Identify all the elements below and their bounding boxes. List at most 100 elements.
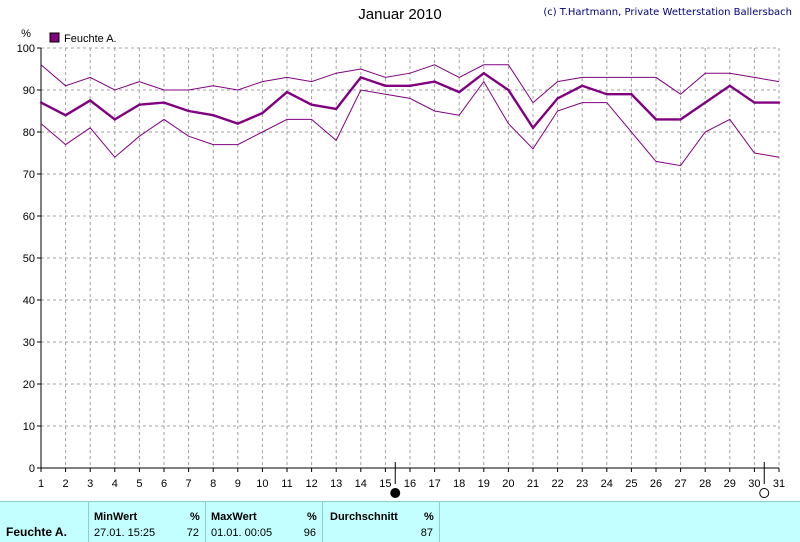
x-tick-label: 11 (281, 478, 292, 490)
x-tick-label: 25 (625, 478, 637, 490)
min-value: 72 (186, 527, 199, 539)
data-point (581, 84, 584, 88)
x-tick-label: 28 (699, 478, 711, 490)
data-point (556, 97, 559, 100)
data-point (89, 99, 92, 102)
data-point (654, 118, 658, 121)
max-header: MaxWert (211, 511, 257, 523)
stats-panel: Feuchte A. MinWert % 27.01. 15:25 72 Max… (0, 501, 800, 542)
data-point (113, 118, 117, 121)
data-point (630, 93, 633, 96)
y-tick-label: 100 (17, 43, 35, 55)
min-cell: MinWert % 27.01. 15:25 72 (89, 502, 206, 542)
x-tick-label: 30 (748, 478, 760, 490)
data-point (162, 101, 166, 104)
x-tick-label: 17 (428, 478, 440, 490)
x-tick-label: 20 (502, 478, 514, 490)
min-header: MinWert (94, 511, 138, 523)
data-point (212, 114, 215, 117)
data-point (433, 80, 436, 83)
max-value: 96 (303, 527, 316, 539)
data-point (138, 103, 141, 106)
new-moon-icon (759, 488, 770, 498)
data-point (458, 90, 461, 94)
avg-unit: % (424, 511, 434, 523)
min-unit: % (190, 511, 200, 523)
x-tick-label: 10 (256, 478, 268, 490)
chart-title: Januar 2010 (358, 6, 442, 23)
data-point (507, 88, 510, 92)
x-tick-label: 18 (453, 478, 465, 490)
credit-text: (c) T.Hartmann, Private Wetterstation Ba… (543, 7, 792, 18)
legend-label: Feuchte A. (64, 33, 117, 45)
x-tick-label: 2 (63, 478, 69, 490)
data-point (531, 126, 535, 129)
y-tick-label: 70 (23, 169, 35, 181)
x-tick-label: 16 (404, 478, 416, 490)
data-point (704, 101, 707, 104)
data-point (482, 72, 485, 75)
min-time: 27.01. 15:25 (94, 527, 156, 539)
max-unit: % (307, 511, 317, 523)
x-tick-label: 21 (527, 478, 539, 490)
data-point (310, 103, 313, 106)
x-tick-label: 22 (551, 478, 563, 490)
data-point (384, 84, 387, 88)
data-point (64, 114, 67, 117)
x-tick-label: 19 (478, 478, 490, 490)
stats-series-label: Feuchte A. (6, 525, 67, 539)
data-point (728, 84, 731, 88)
y-tick-label: 60 (23, 211, 35, 223)
x-tick-label: 8 (210, 478, 216, 490)
data-point (236, 122, 239, 125)
x-tick-label: 4 (112, 478, 118, 490)
avg-header: Durchschnitt (330, 511, 398, 523)
avg-cell: Durchschnitt % 87 (323, 502, 440, 542)
data-point (679, 118, 682, 121)
avg-value: 87 (420, 527, 433, 539)
x-tick-label: 9 (235, 478, 241, 490)
y-tick-label: 90 (23, 85, 35, 97)
data-point (335, 107, 338, 111)
y-unit-label: % (21, 28, 31, 40)
max-cell: MaxWert % 01.01. 00:05 96 (206, 502, 323, 542)
x-tick-label: 5 (136, 478, 142, 490)
y-tick-label: 80 (23, 127, 35, 139)
y-tick-label: 40 (23, 295, 35, 307)
data-point (261, 111, 264, 115)
x-tick-label: 12 (305, 478, 317, 490)
x-tick-label: 13 (330, 478, 342, 490)
data-point (187, 109, 190, 113)
series-max-line (40, 64, 780, 104)
x-tick-label: 15 (379, 478, 391, 490)
data-point (753, 101, 756, 104)
data-point (359, 76, 362, 79)
x-tick-label: 6 (161, 478, 167, 490)
x-tick-label: 7 (186, 478, 192, 490)
data-point (777, 101, 781, 104)
data-point (605, 93, 608, 96)
y-tick-label: 30 (23, 337, 35, 349)
x-tick-label: 14 (355, 478, 367, 490)
legend-swatch (49, 32, 60, 43)
data-point (408, 84, 412, 88)
stats-label-cell: Feuchte A. (0, 502, 89, 542)
x-tick-label: 24 (601, 478, 613, 490)
x-tick-label: 1 (38, 478, 44, 490)
full-moon-icon (390, 488, 401, 498)
x-tick-label: 27 (674, 478, 686, 490)
data-point (39, 101, 43, 104)
x-tick-label: 31 (773, 478, 785, 490)
data-point (285, 90, 289, 94)
x-tick-label: 26 (650, 478, 662, 490)
y-tick-label: 0 (29, 463, 35, 475)
x-tick-label: 23 (576, 478, 588, 490)
x-tick-label: 29 (724, 478, 736, 490)
y-tick-label: 20 (23, 379, 35, 391)
y-tick-label: 50 (23, 253, 35, 265)
max-time: 01.01. 00:05 (211, 527, 273, 539)
y-tick-label: 10 (23, 421, 35, 433)
x-tick-label: 3 (87, 478, 93, 490)
series-min-line (40, 80, 780, 167)
